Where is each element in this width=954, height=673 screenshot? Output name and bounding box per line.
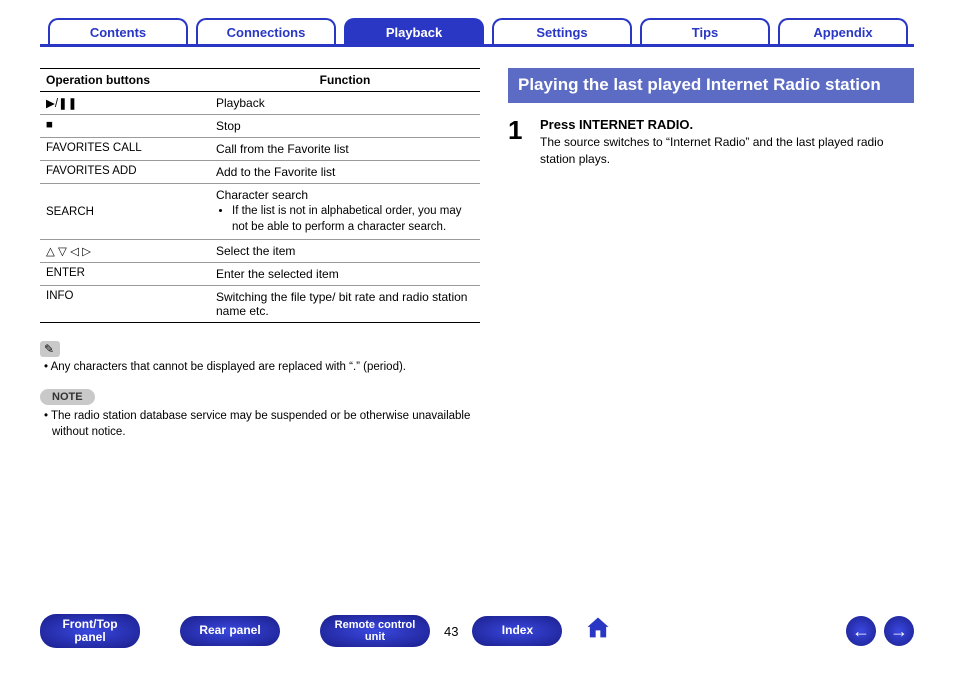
table-row: ■ Stop xyxy=(40,115,480,138)
tab-connections[interactable]: Connections xyxy=(196,18,336,46)
tab-underline xyxy=(40,44,914,47)
cell-function: Switching the file type/ bit rate and ra… xyxy=(210,286,480,323)
tab-settings[interactable]: Settings xyxy=(492,18,632,46)
pencil-icon: ✎ xyxy=(40,341,60,357)
index-button[interactable]: Index xyxy=(472,616,562,646)
top-tabs: Contents Connections Playback Settings T… xyxy=(40,18,914,52)
stop-icon: ■ xyxy=(40,115,210,138)
tab-playback[interactable]: Playback xyxy=(344,18,484,46)
table-row: FAVORITES CALL Call from the Favorite li… xyxy=(40,138,480,161)
cell-function: Select the item xyxy=(210,240,480,263)
cell-function: Playback xyxy=(210,92,480,115)
note-text: • The radio station database service may… xyxy=(40,409,480,440)
table-row: FAVORITES ADD Add to the Favorite list xyxy=(40,161,480,184)
table-row: △ ▽ ◁ ▷ Select the item xyxy=(40,240,480,263)
cell-button: FAVORITES CALL xyxy=(40,138,210,161)
cell-button: INFO xyxy=(40,286,210,323)
bottom-nav: Front/Top panel Rear panel Remote contro… xyxy=(40,611,914,651)
cell-button: FAVORITES ADD xyxy=(40,161,210,184)
prev-page-button[interactable]: ← xyxy=(846,616,876,646)
dpad-icon: △ ▽ ◁ ▷ xyxy=(40,240,210,263)
table-row: ▶/❚❚ Playback xyxy=(40,92,480,115)
cell-function: Character search If the list is not in a… xyxy=(210,184,480,240)
tab-contents[interactable]: Contents xyxy=(48,18,188,46)
step: 1 Press INTERNET RADIO. The source switc… xyxy=(508,117,914,169)
left-column: Operation buttons Function ▶/❚❚ Playback… xyxy=(40,68,480,440)
table-header-buttons: Operation buttons xyxy=(40,69,210,92)
next-page-button[interactable]: → xyxy=(884,616,914,646)
remote-control-button[interactable]: Remote control unit xyxy=(320,615,430,647)
rear-panel-button[interactable]: Rear panel xyxy=(180,616,280,646)
step-number: 1 xyxy=(508,117,532,169)
cell-function: Enter the selected item xyxy=(210,263,480,286)
tab-tips[interactable]: Tips xyxy=(640,18,770,46)
cell-function-bullet: If the list is not in alphabetical order… xyxy=(232,204,474,235)
info-bullet: • Any characters that cannot be displaye… xyxy=(40,361,480,373)
table-row: SEARCH Character search If the list is n… xyxy=(40,184,480,240)
operation-table: Operation buttons Function ▶/❚❚ Playback… xyxy=(40,68,480,323)
home-icon[interactable] xyxy=(584,614,612,649)
table-header-function: Function xyxy=(210,69,480,92)
cell-function-text: Character search xyxy=(216,188,308,202)
section-title: Playing the last played Internet Radio s… xyxy=(508,68,914,103)
cell-function: Stop xyxy=(210,115,480,138)
play-pause-icon: ▶/❚❚ xyxy=(40,92,210,115)
cell-function: Call from the Favorite list xyxy=(210,138,480,161)
front-top-panel-button[interactable]: Front/Top panel xyxy=(40,614,140,648)
step-title: Press INTERNET RADIO. xyxy=(540,117,914,132)
step-description: The source switches to “Internet Radio” … xyxy=(540,134,914,169)
cell-button: ENTER xyxy=(40,263,210,286)
cell-function: Add to the Favorite list xyxy=(210,161,480,184)
page-number: 43 xyxy=(444,624,458,639)
right-column: Playing the last played Internet Radio s… xyxy=(508,68,914,440)
table-row: ENTER Enter the selected item xyxy=(40,263,480,286)
note-chip: NOTE xyxy=(40,389,95,405)
tab-appendix[interactable]: Appendix xyxy=(778,18,908,46)
table-row: INFO Switching the file type/ bit rate a… xyxy=(40,286,480,323)
cell-button: SEARCH xyxy=(40,184,210,240)
